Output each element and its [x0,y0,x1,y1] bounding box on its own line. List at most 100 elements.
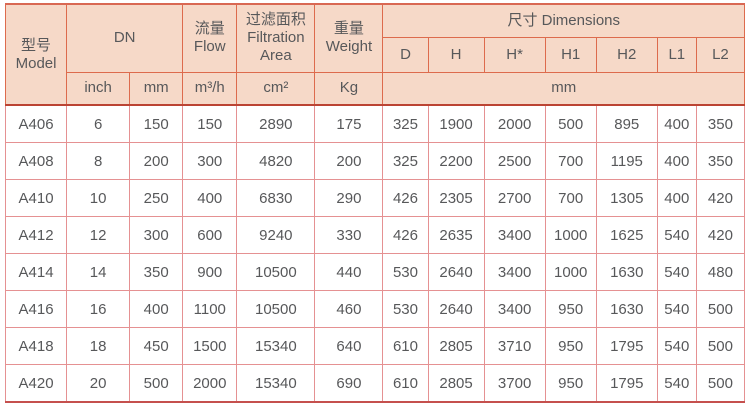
cell: 200 [314,142,384,180]
table-row: A418 18 450 1500 15340 640 610 2805 3710… [4,327,746,365]
cell: 610 [382,327,429,365]
unit-weight: Kg [314,71,384,106]
cell: 500 [695,364,746,403]
table-row: A414 14 350 900 10500 440 530 2640 3400 … [4,253,746,291]
cell: 325 [382,142,429,180]
cell: 3710 [483,327,546,365]
header-filtration-zh: 过滤面积 [245,11,306,29]
cell: 690 [314,364,384,403]
unit-area: cm² [236,71,316,106]
cell: 950 [544,290,597,328]
cell: 290 [314,179,384,217]
header-weight: 重量 Weight [314,3,384,73]
cell: 2640 [427,253,485,291]
cell: 2200 [427,142,485,180]
cell: 895 [595,104,658,143]
cell: 440 [314,253,384,291]
cell-model: A408 [4,142,68,180]
cell: 950 [544,364,597,403]
cell: 350 [695,142,746,180]
cell: 400 [182,179,238,217]
cell: 150 [182,104,238,143]
cell: 610 [382,364,429,403]
cell: 1795 [595,364,658,403]
unit-inch: inch [66,71,131,106]
cell: 1305 [595,179,658,217]
header-filtration-area: 过滤面积 Filtration Area [236,3,316,73]
cell: 1500 [182,327,238,365]
cell: 4820 [236,142,316,180]
cell: 250 [129,179,184,217]
cell: 540 [656,327,697,365]
cell: 2640 [427,290,485,328]
cell: 1195 [595,142,658,180]
cell: 700 [544,142,597,180]
header-row-2: D H H* H1 H2 L1 L2 [6,36,746,73]
header-dim-h2: H2 [595,36,658,73]
cell: 3400 [483,290,546,328]
cell: 3400 [483,216,546,254]
cell-model: A412 [4,216,68,254]
cell: 2000 [483,104,546,143]
cell: 150 [129,104,184,143]
cell: 400 [129,290,184,328]
cell: 1000 [544,253,597,291]
table-row: A410 10 250 400 6830 290 426 2305 2700 7… [4,179,746,217]
cell: 2890 [236,104,316,143]
cell: 330 [314,216,384,254]
cell: 20 [66,364,131,403]
header-dim-d: D [382,36,429,73]
cell: 3700 [483,364,546,403]
cell: 8 [66,142,131,180]
cell: 6830 [236,179,316,217]
cell: 420 [695,179,746,217]
cell-model: A418 [4,327,68,365]
table-row: A412 12 300 600 9240 330 426 2635 3400 1… [4,216,746,254]
cell: 600 [182,216,238,254]
cell: 500 [544,104,597,143]
unit-flow: m³/h [182,71,238,106]
cell: 6 [66,104,131,143]
cell: 640 [314,327,384,365]
cell-model: A410 [4,179,68,217]
cell: 426 [382,216,429,254]
cell: 2805 [427,327,485,365]
cell: 2000 [182,364,238,403]
cell: 400 [656,104,697,143]
header-filtration-en2: Area [260,47,292,65]
header-weight-zh: 重量 [333,20,364,38]
cell-model: A406 [4,104,68,143]
cell: 950 [544,327,597,365]
cell: 15340 [236,364,316,403]
header-flow-zh: 流量 [194,20,225,38]
cell: 530 [382,290,429,328]
cell: 1630 [595,290,658,328]
header-row-1: 型号 Model DN 流量 Flow 过滤面积 Filtration Area… [4,3,745,106]
spec-table: 型号 Model DN 流量 Flow 过滤面积 Filtration Area… [4,3,746,403]
table-row: A406 6 150 150 2890 175 325 1900 2000 50… [4,104,746,143]
cell: 500 [695,327,746,365]
cell: 540 [656,290,697,328]
cell: 16 [66,290,131,328]
cell: 2635 [427,216,485,254]
header-filtration-en1: Filtration [247,29,305,47]
table-header: 型号 Model DN 流量 Flow 过滤面积 Filtration Area… [4,3,746,106]
cell: 500 [129,364,184,403]
cell: 540 [656,216,697,254]
table-row: A408 8 200 300 4820 200 325 2200 2500 70… [4,142,746,180]
header-flow: 流量 Flow [182,3,238,73]
header-dim-hstar: H* [483,36,546,73]
header-dim-l1: L1 [656,36,697,73]
header-dn: DN [66,3,184,73]
header-flow-en: Flow [193,38,226,56]
cell: 1100 [182,290,238,328]
cell: 2805 [427,364,485,403]
cell: 530 [382,253,429,291]
unit-mm: mm [129,71,184,106]
cell: 200 [129,142,184,180]
cell: 300 [182,142,238,180]
cell: 9240 [236,216,316,254]
cell: 480 [695,253,746,291]
header-model-zh: 型号 [21,36,52,54]
header-model-en: Model [15,54,57,72]
